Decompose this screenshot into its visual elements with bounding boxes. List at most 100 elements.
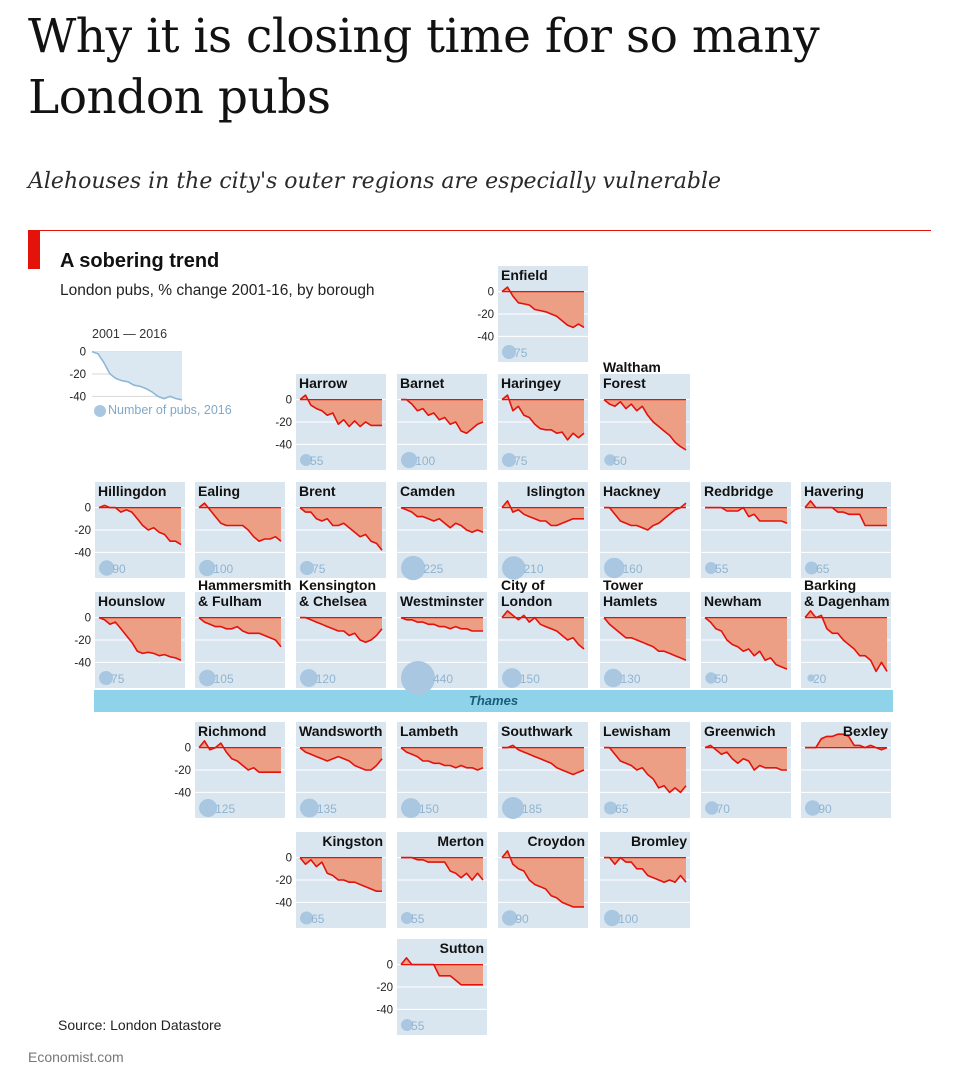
legend-y-tick: 0 (80, 347, 86, 359)
pub-count-label: 100 (213, 562, 233, 576)
borough-label: Hounslow (98, 593, 165, 609)
merton-area (401, 857, 483, 880)
bromley-area (604, 857, 686, 883)
hounslow-area (99, 617, 181, 661)
y-tick-label: -40 (174, 787, 191, 799)
line-waltham-forest (603, 398, 687, 451)
pub-count-label: 55 (411, 912, 425, 926)
borough-label: Southwark (501, 723, 573, 739)
pub-count-bubble (604, 454, 616, 466)
subheadline: Alehouses in the city's outer regions ar… (28, 169, 722, 194)
y-tick-label: 0 (85, 503, 91, 515)
y-tick-label: -20 (275, 417, 292, 429)
y-tick-label: 0 (286, 395, 292, 407)
line-bexley (805, 733, 888, 751)
pub-count-label: 90 (818, 802, 832, 816)
red-tag (28, 231, 40, 269)
pub-count-label: 90 (112, 562, 126, 576)
hillingdon-area (99, 505, 181, 545)
borough-label: Hammersmith & Fulham (198, 577, 291, 609)
borough-label: Lewisham (603, 723, 671, 739)
wandsworth-area (300, 747, 382, 770)
y-tick-label: -20 (74, 525, 91, 537)
top-rule (28, 230, 931, 231)
pub-count-bubble (604, 909, 621, 927)
newham-area (705, 617, 787, 670)
borough-label: Tower Hamlets (603, 577, 658, 609)
borough-label-line: City of (501, 577, 545, 593)
southwark-area (502, 745, 584, 775)
pub-count-bubble (199, 669, 216, 687)
y-tick-label: 0 (387, 960, 393, 972)
pub-count-bubble (300, 453, 313, 467)
legend-y-tick: -40 (69, 391, 86, 403)
borough-label: Barking & Dagenham (804, 577, 890, 609)
line-hammersmith-and-fulham (198, 616, 282, 648)
y-tick-label: 0 (286, 853, 292, 865)
borough-label-line: & Dagenham (804, 593, 890, 609)
y-tick-label: -20 (376, 982, 393, 994)
hammersmith-and-fulham-area (199, 617, 281, 647)
pub-count-bubble (401, 798, 421, 818)
kensington-and-chelsea-area (300, 617, 382, 643)
pub-count-bubble (99, 560, 115, 576)
borough-label: Wandsworth (299, 723, 382, 739)
borough-label: Greenwich (704, 723, 776, 739)
pub-count-label: 75 (312, 562, 326, 576)
pub-count-label: 150 (520, 672, 540, 686)
line-merton (401, 856, 484, 881)
line-ealing (198, 502, 282, 543)
line-newham (704, 616, 788, 670)
westminster-area (401, 617, 483, 631)
pub-count-label: 65 (615, 802, 629, 816)
pub-count-label: 75 (514, 346, 528, 360)
borough-label: City of London (501, 577, 552, 609)
borough-label: Islington (527, 483, 585, 499)
pub-count-bubble (502, 556, 526, 580)
pub-count-label: 225 (423, 562, 443, 576)
borough-label: Newham (704, 593, 762, 609)
city-of-london-area (502, 610, 584, 649)
haringey-area (502, 395, 584, 440)
y-tick-label: -40 (275, 897, 292, 909)
pub-count-bubble (501, 796, 525, 820)
pub-count-label: 100 (415, 454, 435, 468)
legend-y-tick: -20 (69, 369, 86, 381)
line-hounslow (98, 616, 182, 661)
pub-count-bubble (401, 661, 435, 695)
line-kensington-and-chelsea (300, 616, 383, 644)
havering-area (805, 500, 887, 526)
borough-label: Bexley (843, 723, 888, 739)
islington-area (502, 500, 584, 526)
harrow-area (300, 395, 382, 427)
line-harrow (299, 394, 382, 428)
tower-hamlets-area (604, 617, 686, 661)
borough-label-line: Forest (603, 375, 646, 391)
pub-count-label: 160 (623, 562, 643, 576)
borough-label-line: Waltham (603, 359, 661, 375)
pub-count-bubble (604, 557, 625, 579)
pub-count-label: 135 (317, 802, 337, 816)
pub-count-bubble (805, 800, 821, 816)
line-islington (501, 500, 584, 527)
kingston-area (300, 857, 382, 892)
y-tick-label: -40 (477, 331, 494, 343)
legend-area (92, 351, 182, 400)
pub-count-bubble (401, 451, 418, 469)
line-camden (400, 506, 484, 534)
legend-size-caption: Number of pubs, 2016 (108, 403, 232, 417)
borough-label: Kingston (322, 833, 383, 849)
pub-count-bubble (401, 911, 414, 925)
pub-count-bubble (401, 555, 426, 581)
pub-count-label: 90 (515, 912, 529, 926)
lambeth-area (401, 747, 483, 770)
borough-label-line: & Fulham (198, 593, 262, 609)
borough-label: Redbridge (704, 483, 773, 499)
line-lewisham (604, 746, 687, 794)
pub-count-bubble (805, 561, 819, 575)
borough-label: Lambeth (400, 723, 458, 739)
borough-label-line: Hamlets (603, 593, 658, 609)
borough-label: Havering (804, 483, 864, 499)
borough-label: Bromley (631, 833, 687, 849)
pub-count-label: 130 (620, 672, 640, 686)
